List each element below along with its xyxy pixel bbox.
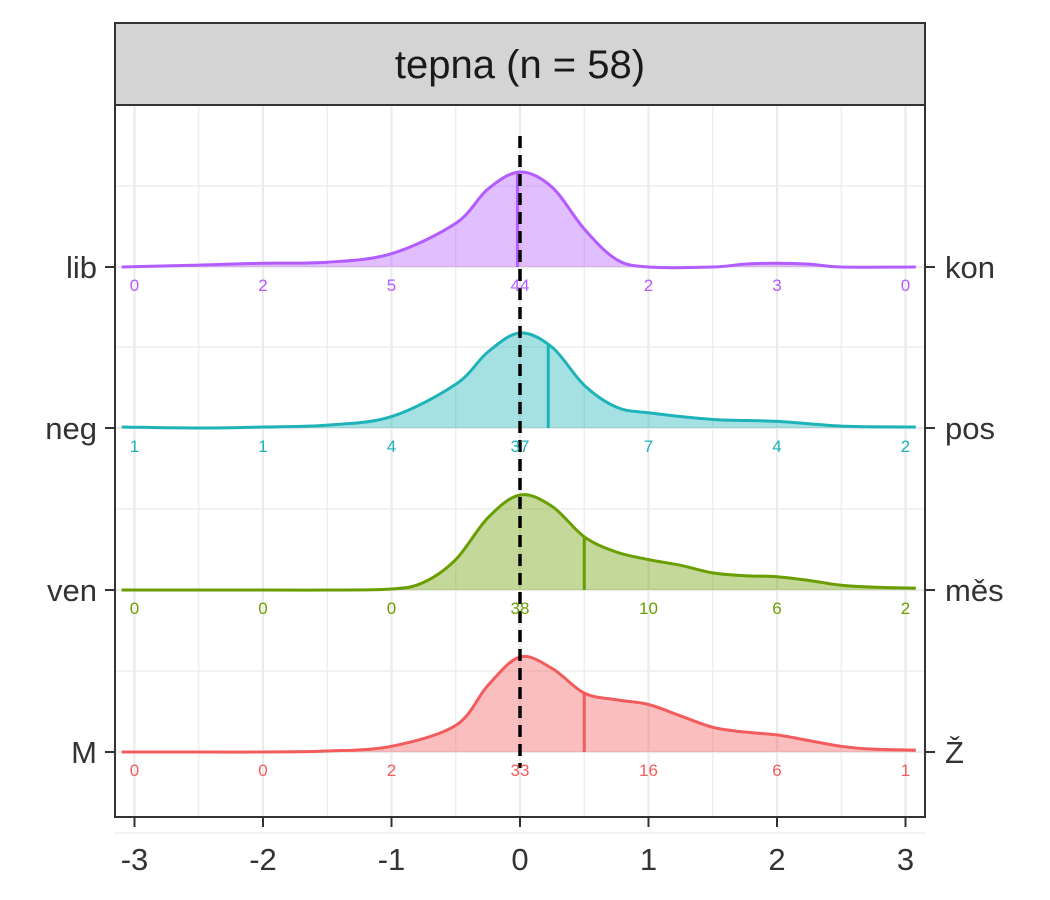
x-tick-label: 2 (768, 842, 785, 877)
count-label: 0 (901, 276, 910, 295)
count-label: 1 (258, 437, 267, 456)
count-label: 0 (130, 599, 139, 618)
count-label: 5 (387, 276, 396, 295)
count-label: 1 (130, 437, 139, 456)
strip-background (114, 22, 926, 106)
strip-title: tepna (n = 58) (395, 43, 645, 87)
count-label: 33 (511, 761, 530, 780)
count-label: 2 (387, 761, 396, 780)
x-tick-label: 1 (640, 842, 657, 877)
count-label: 0 (258, 599, 267, 618)
x-tick-label: -3 (121, 842, 149, 877)
y-label-left: neg (45, 411, 97, 446)
x-tick-label: -2 (249, 842, 277, 877)
count-label: 37 (511, 437, 530, 456)
count-label: 6 (772, 599, 781, 618)
count-label: 4 (772, 437, 781, 456)
count-label: 1 (901, 761, 910, 780)
count-label: 6 (772, 761, 781, 780)
count-label: 0 (387, 599, 396, 618)
count-label: 16 (639, 761, 658, 780)
count-label: 2 (258, 276, 267, 295)
count-label: 44 (511, 276, 530, 295)
count-label: 2 (901, 599, 910, 618)
count-label: 3 (772, 276, 781, 295)
x-tick-label: 3 (897, 842, 914, 877)
count-label: 7 (644, 437, 653, 456)
y-label-right: Ž (945, 735, 964, 770)
y-label-left: ven (47, 573, 97, 608)
y-label-right: měs (945, 573, 1004, 608)
ridge-line-ven (121, 493, 916, 592)
count-label: 10 (639, 599, 658, 618)
count-label: 38 (511, 599, 530, 618)
ridge-line-neg (121, 331, 916, 430)
x-tick-label: 0 (511, 842, 528, 877)
y-label-left: lib (66, 250, 97, 285)
count-labels: 0 0 2 33 16 6 10 0 0 38 10 6 21 1 4 37 7 4 20 2 5 44 2 3 0 (130, 276, 910, 780)
ridge-area-M (121, 656, 916, 753)
count-label: 0 (258, 761, 267, 780)
count-label: 0 (130, 761, 139, 780)
x-tick-label: -1 (378, 842, 406, 877)
count-label: 4 (387, 437, 396, 456)
ridge-line-lib (121, 170, 916, 270)
count-label: 0 (130, 276, 139, 295)
ridge-area-neg (121, 332, 916, 428)
y-label-right: kon (945, 250, 995, 285)
ridge-line-M (121, 654, 916, 754)
y-label-right: pos (945, 411, 995, 446)
count-label: 2 (901, 437, 910, 456)
y-label-left: M (71, 735, 97, 770)
count-label: 2 (644, 276, 653, 295)
